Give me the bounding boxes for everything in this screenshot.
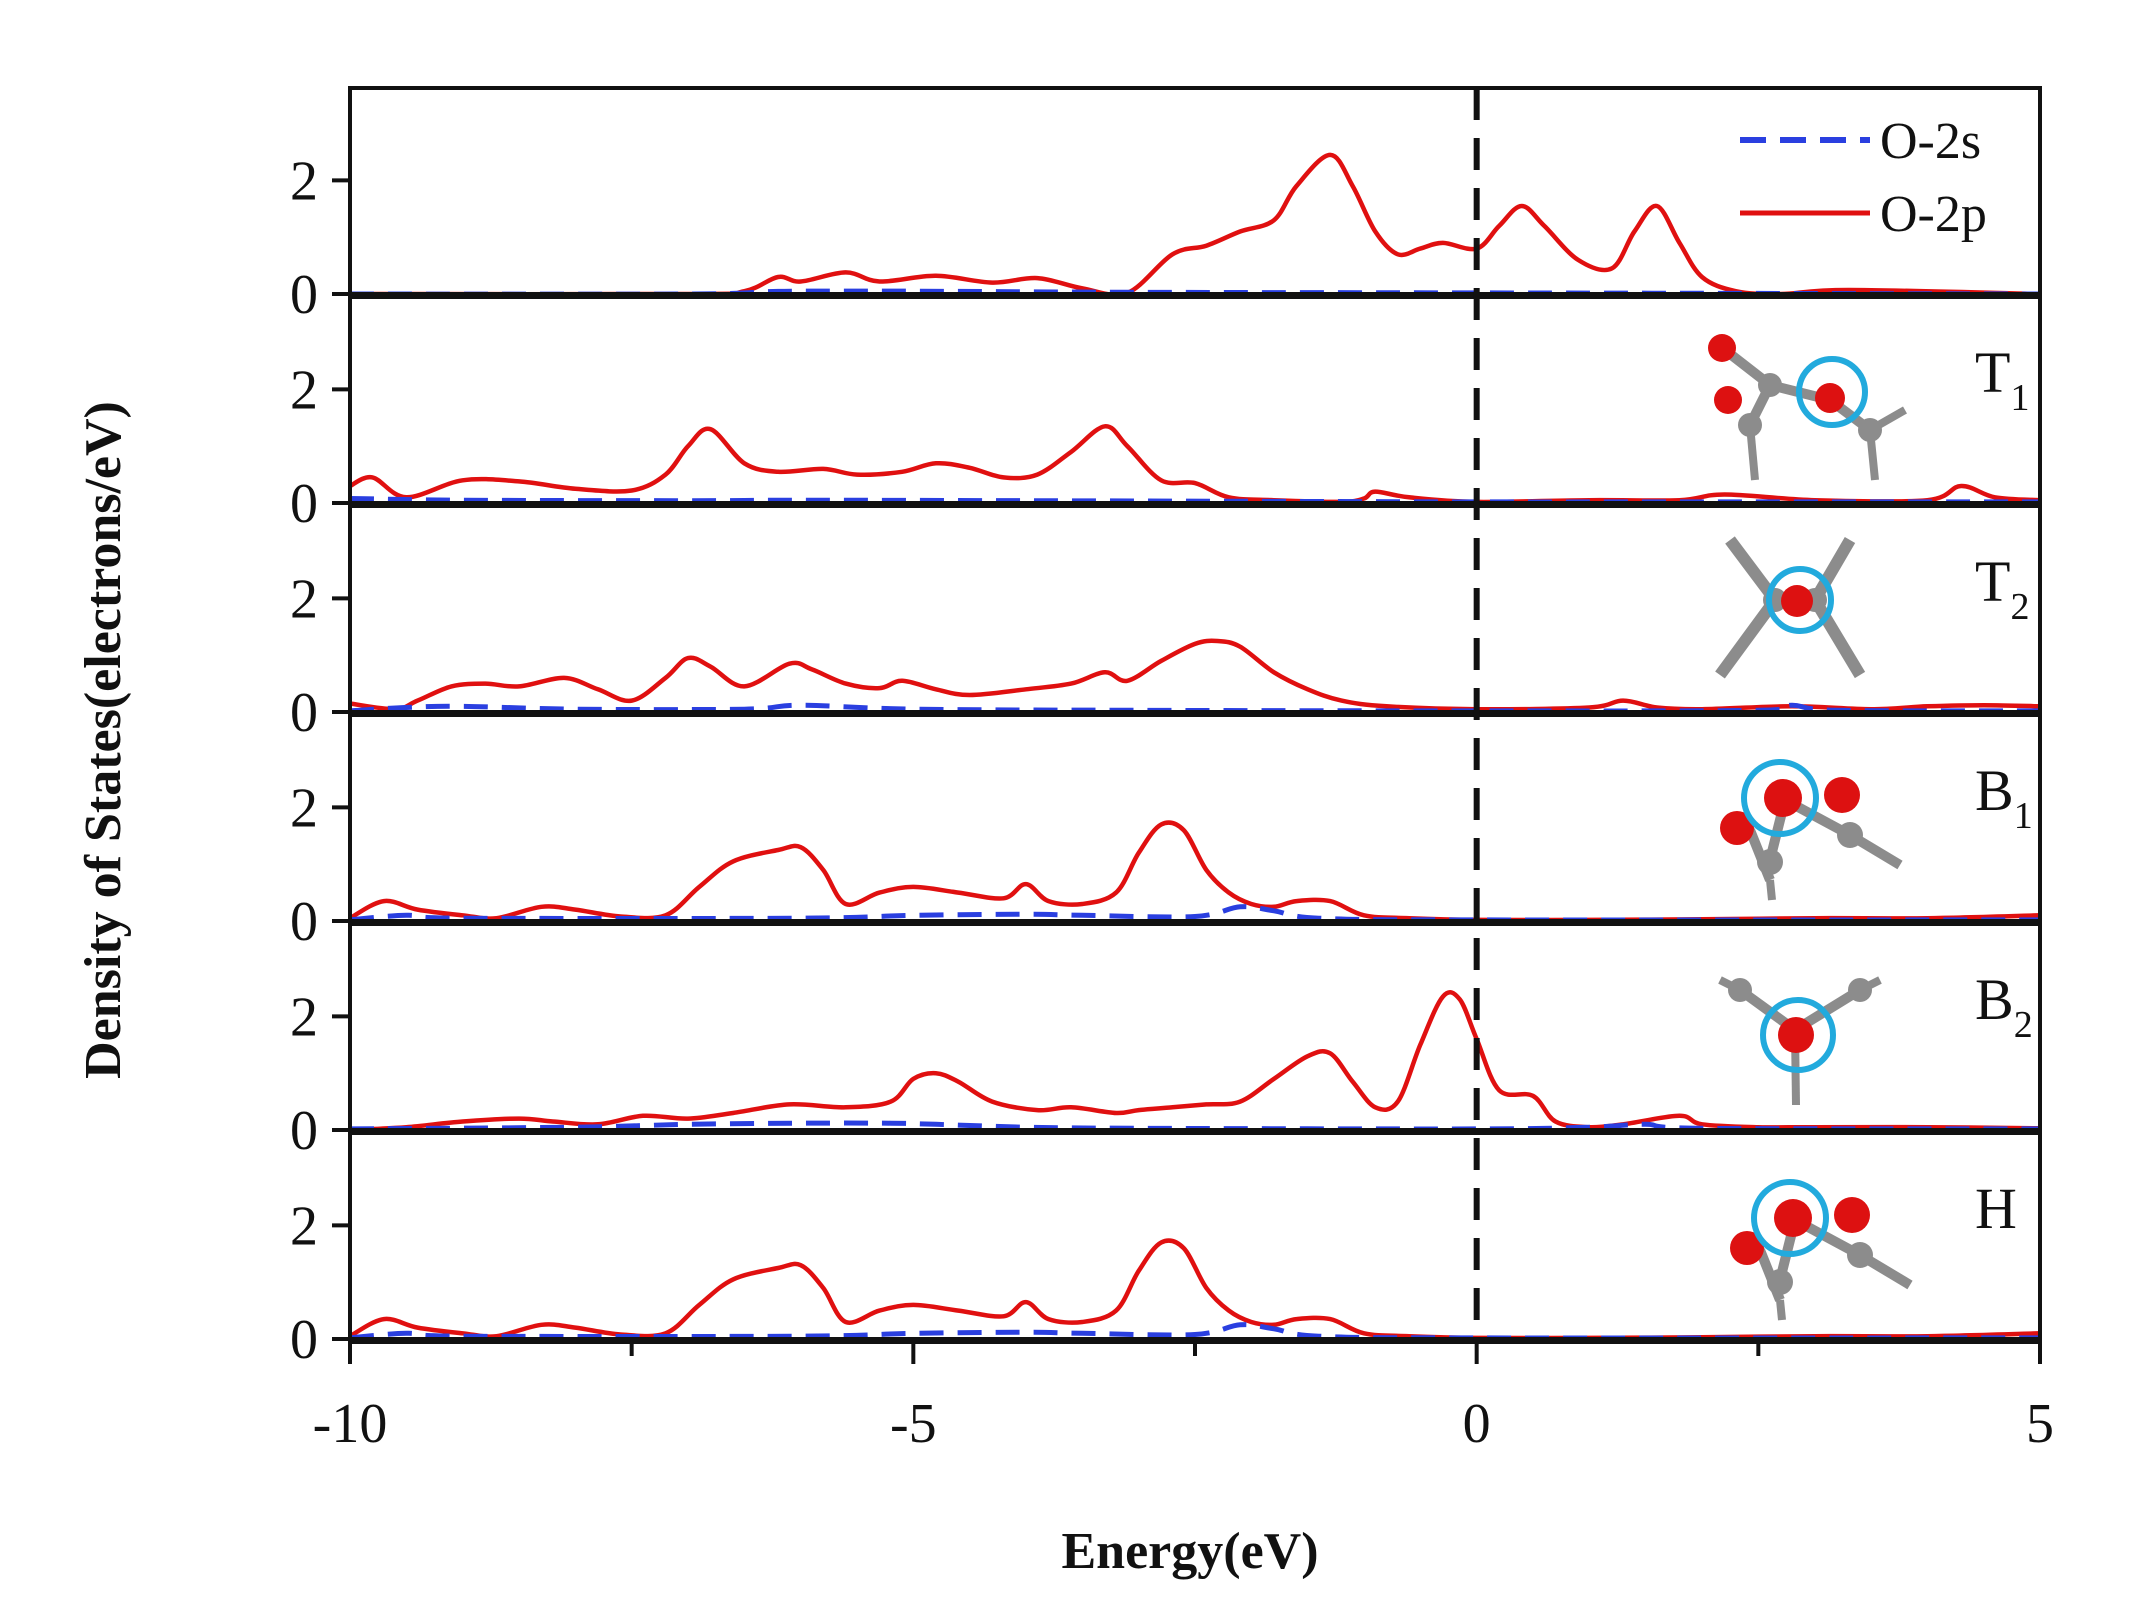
panel-label-subscript: 2: [2014, 1004, 2033, 1046]
y-tick-label: 2: [290, 986, 318, 1048]
x-tick-label: -5: [890, 1393, 937, 1455]
x-tick-label: 0: [1463, 1393, 1491, 1455]
t1-highlight-ring: [1796, 356, 1868, 428]
h-highlight-ring: [1751, 1179, 1829, 1257]
b2-highlight-ring: [1760, 997, 1836, 1073]
b2-structure-image: [1718, 976, 1882, 1106]
panel-label-subscript: 1: [2010, 377, 2029, 419]
y-tick-label: 0: [290, 891, 318, 953]
t1-structure-image: [1708, 334, 1907, 481]
series-o2p-line: [349, 638, 2041, 712]
panel-label-main: B: [1975, 967, 2014, 1032]
series-o2p-line: [349, 990, 2041, 1133]
legend-o2s-label: O-2s: [1880, 113, 1981, 170]
b1-highlight-ring: [1741, 759, 1819, 837]
panel-4: 02 B2: [290, 922, 2042, 1162]
t2-structure-image: [1715, 536, 1866, 679]
y-tick-label: 2: [290, 777, 318, 839]
series-o2p-line: [349, 152, 2041, 298]
panel-label: T2: [1975, 549, 2029, 628]
series-o2s-line: [349, 1120, 2041, 1132]
structure-insets: [1708, 334, 1913, 1321]
panel-label: T1: [1975, 340, 2029, 419]
panel-label-main: B: [1975, 758, 2014, 823]
y-tick-label: 0: [290, 1309, 318, 1371]
y-tick-label: 2: [290, 1195, 318, 1257]
panel-label-subscript: 2: [2010, 586, 2029, 628]
panel-label: B1: [1975, 758, 2033, 837]
t2-highlight-ring: [1766, 566, 1834, 634]
y-tick-label: 0: [290, 682, 318, 744]
panel-label-main: T: [1975, 549, 2010, 614]
y-tick-label: 2: [290, 150, 318, 212]
panel-0: 02: [290, 86, 2042, 326]
legend: O-2s O-2p: [1740, 113, 1987, 243]
panel-label-main: T: [1975, 340, 2010, 405]
x-axis-title: Energy(eV): [1061, 1523, 1318, 1580]
y-tick-label: 2: [290, 359, 318, 421]
panel-label: H: [1975, 1176, 2017, 1241]
series-o2s-line: [349, 702, 2041, 714]
y-tick-label: 2: [290, 568, 318, 630]
y-tick-label: 0: [290, 473, 318, 535]
panel-label-subscript: 1: [2014, 795, 2033, 837]
legend-o2p-label: O-2p: [1880, 186, 1987, 243]
series-o2p-line: [348, 424, 2041, 505]
x-tick-label: -10: [313, 1393, 388, 1455]
y-axis-title: Density of States(electrons/eV): [75, 401, 132, 1079]
y-tick-label: 0: [290, 1100, 318, 1162]
x-tick-label: 5: [2026, 1393, 2054, 1455]
panel-label: B2: [1975, 967, 2033, 1046]
panel-label-main: H: [1975, 1176, 2017, 1241]
h-structure-image: [1730, 1179, 1913, 1321]
b1-structure-image: [1720, 759, 1903, 901]
y-tick-label: 0: [290, 264, 318, 326]
